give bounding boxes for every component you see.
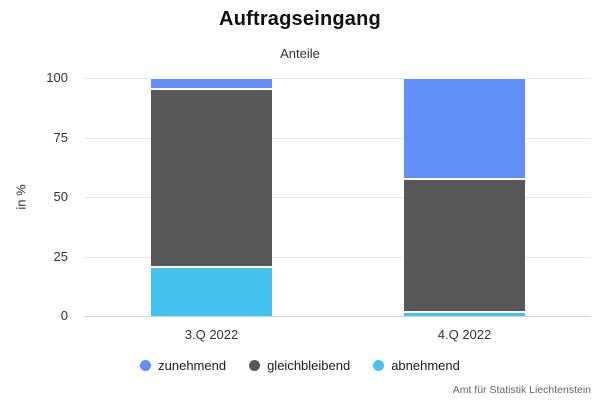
bar-segment-zunehmend[interactable] [151, 78, 272, 88]
bar-segment-gleichbleibend[interactable] [151, 87, 272, 267]
legend-item-gleichbleibend[interactable]: gleichbleibend [249, 358, 350, 373]
gridline-100 [85, 78, 591, 79]
chart-title: Auftragseingang [219, 8, 381, 30]
plot-area [85, 78, 591, 317]
legend-item-zunehmend[interactable]: zunehmend [140, 358, 226, 373]
legend-marker-icon [373, 360, 385, 371]
source-credit: Amt für Statistik Liechtenstein [452, 384, 591, 396]
legend-marker-icon [249, 360, 261, 371]
legend-marker-icon [140, 360, 152, 371]
legend-label: zunehmend [158, 358, 227, 373]
y-tick-label-50: 50 [53, 189, 68, 204]
bar-segment-abnehmend[interactable] [404, 311, 525, 316]
bar-segment-gleichbleibend[interactable] [404, 177, 525, 312]
chart-subtitle: Anteile [280, 46, 320, 61]
gridline-75 [85, 137, 591, 139]
legend-label: gleichbleibend [267, 358, 351, 373]
y-tick-label-0: 0 [60, 308, 68, 323]
y-tick-label-100: 100 [46, 70, 68, 85]
y-tick-label-75: 75 [53, 129, 68, 145]
legend: zunehmend gleichbleibend abnehmend [0, 358, 600, 373]
y-tick-label-25: 25 [53, 248, 68, 264]
bar-3.Q-2022[interactable] [151, 78, 272, 316]
x-axis-label-4.Q-2022: 4.Q 2022 [437, 327, 492, 342]
legend-item-abnehmend[interactable]: abnehmend [373, 358, 460, 373]
legend-label: abnehmend [391, 358, 460, 373]
bar-segment-abnehmend[interactable] [151, 266, 272, 316]
gridline-25 [85, 256, 591, 258]
bar-4.Q-2022[interactable] [404, 78, 525, 316]
bar-segment-zunehmend[interactable] [404, 78, 525, 178]
gridline-50 [85, 197, 591, 198]
x-axis-label-3.Q-2022: 3.Q 2022 [184, 327, 239, 342]
